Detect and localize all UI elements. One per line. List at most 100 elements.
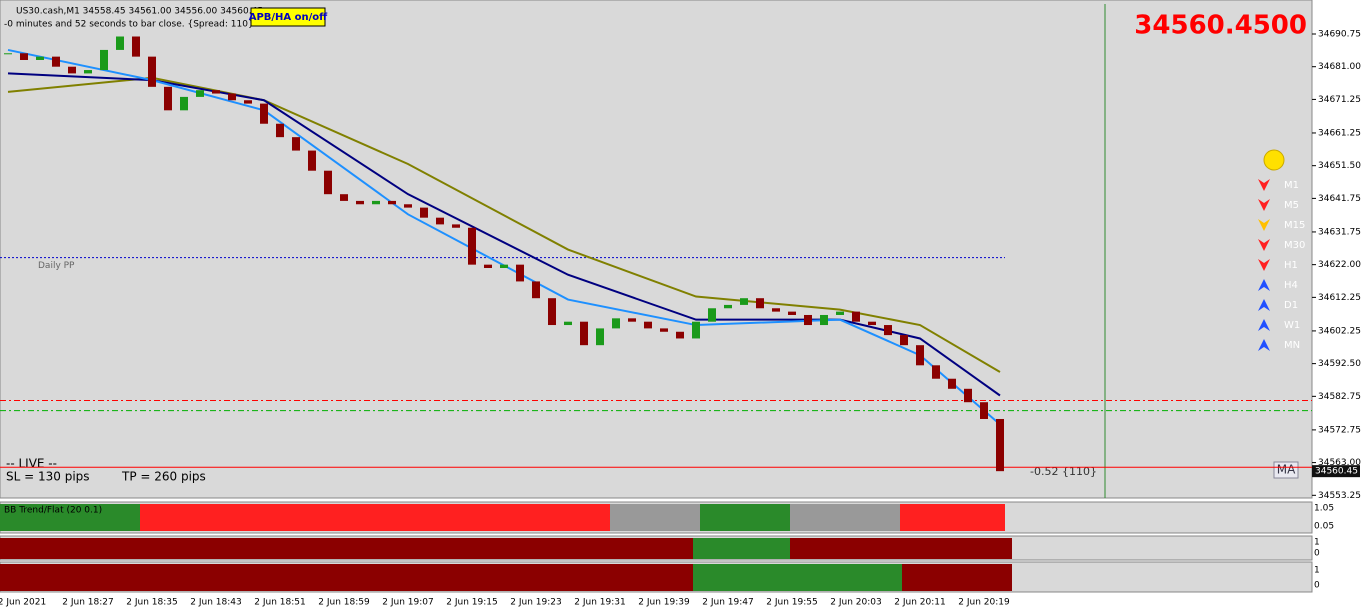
apb-button[interactable]: APB/HA on/off (249, 12, 328, 23)
x-tick-label: 2 Jun 18:51 (254, 598, 305, 608)
tf-arrow (1258, 239, 1270, 251)
candle (532, 281, 540, 299)
candle (148, 56, 156, 87)
indicator-block (790, 538, 1012, 559)
ma-button-bg[interactable] (1273, 461, 1299, 479)
timeframe: D1 (1284, 300, 1298, 311)
sub-tick-label: 0.05 (1314, 522, 1334, 532)
y-tick-label: 34690.75 (1318, 29, 1361, 39)
moving-average (7, 48, 1001, 426)
candle (228, 93, 236, 101)
tp: TP = 260 pips (121, 470, 206, 484)
level-label: Daily PP (38, 261, 75, 271)
big-price: 34560.4500 (1134, 11, 1307, 41)
tf-arrow (1258, 179, 1270, 191)
candle (484, 264, 492, 269)
candle (196, 90, 204, 97)
indicator-block (900, 504, 1005, 531)
ma-button[interactable]: MA (1277, 463, 1296, 477)
x-tick-label: 2 Jun 18:35 (126, 598, 177, 608)
candle (468, 227, 476, 265)
y-tick-label: 34602.25 (1318, 326, 1361, 336)
candle (164, 86, 172, 111)
tf-arrow (1258, 299, 1270, 311)
candle (356, 200, 364, 205)
y-tick-label: 34651.50 (1318, 161, 1361, 171)
candle (52, 56, 60, 67)
candle (100, 49, 108, 71)
x-tick-label: 2 Jun 18:59 (318, 598, 370, 608)
candle (516, 264, 524, 282)
candle (436, 217, 444, 225)
candle (884, 325, 892, 336)
candle (116, 36, 124, 50)
candle (452, 224, 460, 228)
candle (420, 207, 428, 218)
candle (660, 328, 668, 332)
x-tick-label: 2 Jun 19:15 (446, 598, 497, 608)
candle (836, 311, 844, 315)
price-tag: 34560.45 (1315, 467, 1358, 477)
y-tick-label: 34622.00 (1318, 260, 1361, 270)
sub-tick-label: 0 (1314, 549, 1320, 559)
candle (340, 194, 348, 201)
candle (676, 331, 684, 339)
x-tick-label: 2 Jun 19:39 (638, 598, 690, 608)
candle (788, 311, 796, 315)
x-tick-label: 2 Jun 19:55 (766, 598, 817, 608)
candle (820, 314, 828, 326)
sub-tick-label: 1.05 (1314, 504, 1334, 514)
x-tick-label: 2 Jun 20:11 (894, 598, 945, 608)
candle (772, 308, 780, 312)
indicator-block (0, 564, 693, 591)
candle (372, 200, 380, 205)
candle (756, 298, 764, 309)
tf-arrow (1258, 279, 1270, 291)
candle (900, 335, 908, 346)
pnl: -0.52 {110} (1030, 465, 1097, 478)
y-tick-label: 34592.50 (1318, 359, 1361, 369)
candle (852, 311, 860, 322)
indicator-block (0, 504, 140, 531)
live: -- LIVE -- (6, 457, 57, 471)
timeframe: W1 (1284, 320, 1300, 331)
tf-arrow (1258, 339, 1270, 351)
sub-tick-label: 0 (1314, 581, 1320, 591)
tf-arrow (1258, 199, 1270, 211)
y-tick-label: 34582.75 (1318, 392, 1361, 402)
y-tick-label: 34572.75 (1318, 425, 1361, 435)
moving-average (7, 72, 1001, 397)
candle (292, 137, 300, 151)
candle (404, 204, 412, 208)
smiley (1263, 149, 1285, 171)
indicator-block (140, 504, 610, 531)
button-bg[interactable] (250, 7, 326, 27)
candle (212, 90, 220, 94)
indicator-block (0, 538, 693, 559)
indicator-block (902, 564, 1012, 591)
candle (948, 378, 956, 389)
x-tick-label: 2 Jun 18:43 (190, 598, 241, 608)
sl: SL = 130 pips (6, 470, 90, 484)
candle (612, 318, 620, 329)
candle (308, 150, 316, 171)
y-tick-label: 34641.75 (1318, 194, 1361, 204)
candle (644, 321, 652, 329)
indicator-block (610, 504, 700, 531)
candle (68, 66, 76, 74)
timeframe: H1 (1284, 260, 1298, 271)
sub-tick-label: 1 (1314, 538, 1320, 548)
tf-arrow (1258, 259, 1270, 271)
x-tick-label: 2 Jun 19:23 (510, 598, 561, 608)
y-tick-label: 34671.25 (1318, 95, 1361, 105)
timeframe: M30 (1284, 240, 1305, 251)
candle (276, 123, 284, 138)
moving-average (7, 76, 1001, 373)
candle (324, 170, 332, 195)
candle (740, 298, 748, 305)
tf-arrow (1258, 219, 1270, 231)
candle (724, 304, 732, 309)
candle (964, 388, 972, 403)
